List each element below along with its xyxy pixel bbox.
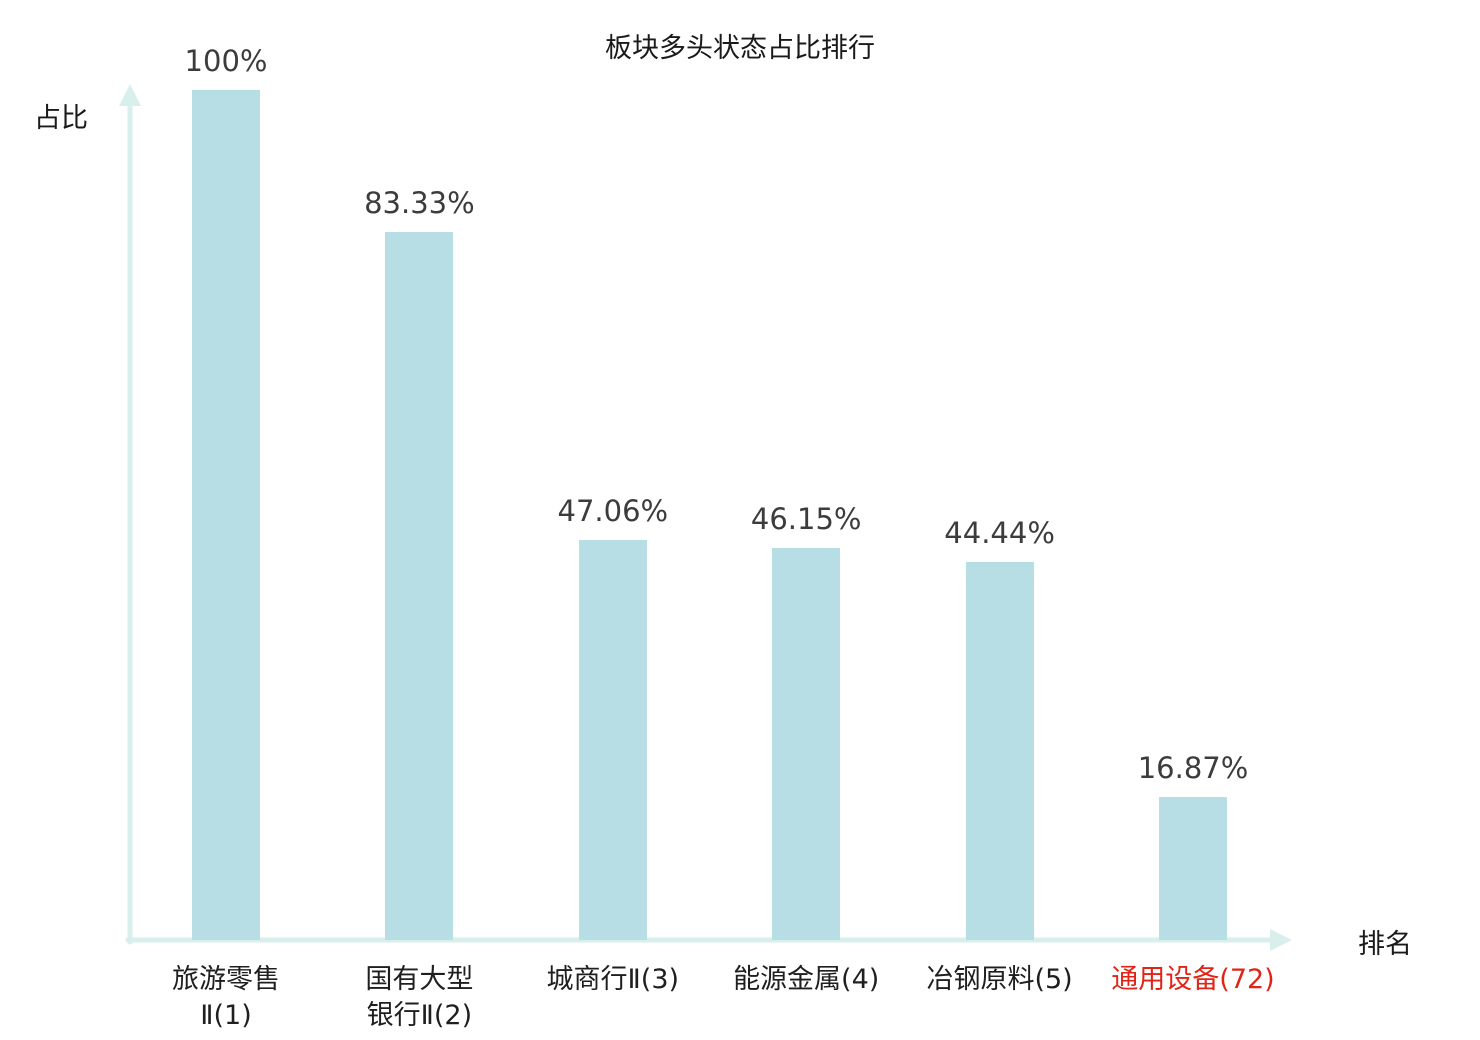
category-label-1: 旅游零售 Ⅱ(1)	[172, 962, 280, 1034]
bar-3	[578, 540, 647, 940]
category-label-line: 旅游零售	[172, 964, 280, 995]
chart-title: 板块多头状态占比排行	[605, 33, 875, 64]
bar-4	[772, 547, 841, 940]
category-label-3: 城商行Ⅱ(3)	[547, 962, 680, 998]
value-label-4: 46.15%	[750, 501, 862, 536]
value-label-6: 16.87%	[1137, 750, 1249, 785]
category-label-6: 通用设备(72)	[1111, 962, 1274, 998]
value-label-3: 47.06%	[557, 494, 669, 528]
category-label-line: Ⅱ(1)	[200, 1000, 252, 1031]
category-label-2: 国有大型银行Ⅱ(2)	[365, 962, 473, 1034]
category-label-line: 城商行Ⅱ(3)	[546, 964, 680, 995]
x-axis-arrow-icon	[1270, 929, 1292, 951]
category-label-line: 银行Ⅱ(2)	[366, 1000, 473, 1031]
y-axis-label: 占比	[34, 103, 88, 134]
value-label-1: 100%	[184, 44, 268, 78]
category-label-line: 冶钢原料(5)	[926, 964, 1073, 995]
category-label-line: 能源金属(4)	[733, 964, 880, 995]
bar-1	[192, 90, 260, 940]
x-axis-label: 排名	[1358, 929, 1412, 960]
category-label-line: 通用设备(72)	[1111, 964, 1275, 995]
value-label-5: 44.44%	[944, 516, 1055, 551]
category-label-4: 能源金属(4)	[733, 962, 879, 998]
bar-6	[1159, 796, 1227, 940]
bar-2	[385, 231, 454, 940]
category-label-5: 冶钢原料(5)	[926, 962, 1072, 998]
value-label-2: 83.33%	[364, 185, 475, 220]
y-axis-arrow-icon	[119, 84, 141, 106]
bar-5	[965, 562, 1034, 940]
category-label-line: 国有大型	[365, 964, 474, 995]
